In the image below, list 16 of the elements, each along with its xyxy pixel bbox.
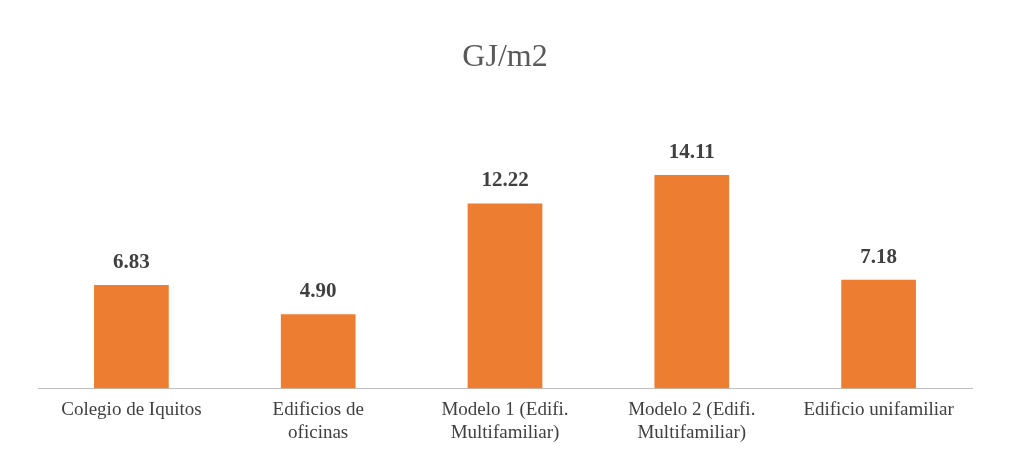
data-label: 7.18 (860, 243, 897, 268)
bar (467, 203, 543, 389)
x-tick-label: Modelo 2 (Edifi. Multifamiliar) (628, 397, 756, 443)
x-tick-label: Modelo 1 (Edifi. Multifamiliar) (441, 397, 569, 443)
bar (280, 314, 356, 389)
x-tick-label: Colegio de Iquitos (61, 397, 202, 419)
bar (841, 279, 916, 389)
data-label: 6.83 (113, 249, 150, 274)
bar (654, 174, 730, 389)
bar (94, 285, 169, 389)
data-label: 4.90 (299, 278, 337, 303)
x-tick-label: Edificios de oficinas (272, 397, 364, 442)
x-tick-label: Edificio unifamiliar (803, 397, 955, 419)
data-label: 14.11 (668, 138, 715, 163)
data-label: 12.22 (481, 167, 529, 192)
chart-title: GJ/m2 (462, 36, 548, 73)
